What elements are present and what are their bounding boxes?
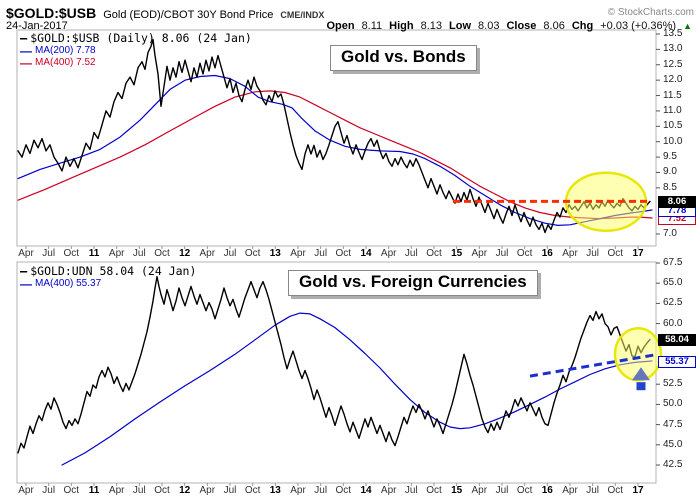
moving-average-line xyxy=(61,312,653,466)
price-line xyxy=(17,276,651,454)
up-arrow-head-icon xyxy=(632,367,650,381)
trend-dashed-line xyxy=(529,353,657,378)
up-arrow-stem-icon xyxy=(636,382,646,391)
moving-average-line xyxy=(17,74,653,226)
moving-average-line xyxy=(17,90,653,220)
price-line xyxy=(17,38,651,234)
highlight-ellipse xyxy=(613,327,663,382)
panel-border xyxy=(16,29,657,247)
